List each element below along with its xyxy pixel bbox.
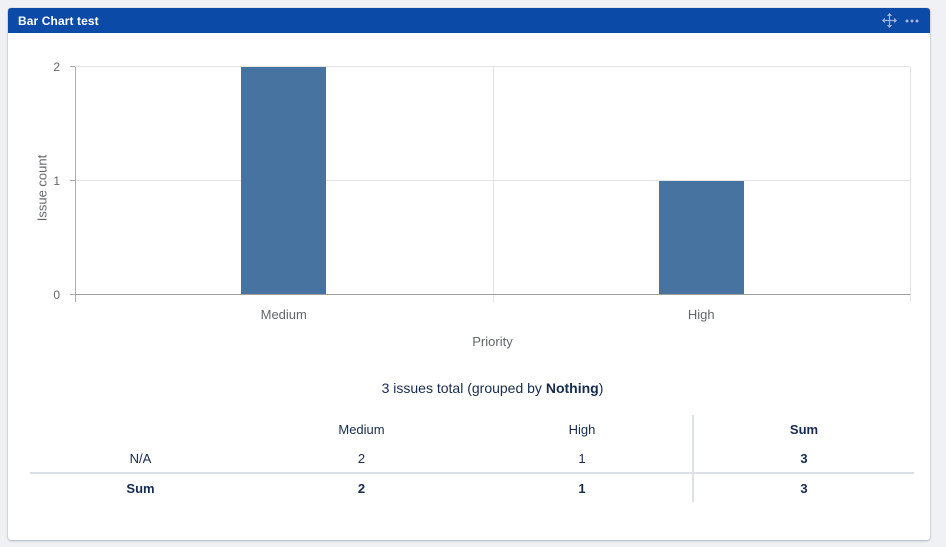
gadget-header: Bar Chart test <box>8 8 930 33</box>
summary-table-body: N/A 2 1 3 Sum 2 1 3 <box>30 444 914 502</box>
y-tick-mark <box>70 66 75 67</box>
y-tick-label: 1 <box>53 174 60 188</box>
y-tick-label: 0 <box>53 288 60 302</box>
plot-area <box>70 66 911 302</box>
table-row-n-a: N/A 2 1 3 <box>30 444 914 473</box>
move-icon[interactable] <box>881 13 897 29</box>
y-tick-labels: 0 1 2 <box>8 61 70 301</box>
bar-chart-gadget: Bar Chart test <box>8 8 930 540</box>
y-tick-mark <box>70 294 75 295</box>
row-label: N/A <box>129 450 152 466</box>
table-cell: 2 <box>357 450 366 466</box>
x-category-label: Medium <box>260 307 307 322</box>
table-cell: 3 <box>692 444 914 473</box>
y-gridline <box>75 66 910 67</box>
summary-group-value: Nothing <box>545 380 599 396</box>
issues-summary: 3 issues total (grouped by Nothing) <box>75 380 910 396</box>
x-gridline <box>910 67 911 302</box>
bar-medium[interactable] <box>241 67 327 295</box>
summary-table: Medium High Sum N/A 2 1 3 Sum 2 1 3 <box>30 415 914 502</box>
ellipsis-icon[interactable] <box>904 13 920 29</box>
table-header-row: Medium High Sum <box>30 415 914 444</box>
summary-table-head: Medium High Sum <box>30 415 914 444</box>
col-header-medium: Medium <box>338 422 385 437</box>
col-header-sum: Sum <box>692 415 914 444</box>
y-tick-mark <box>70 180 75 181</box>
row-label: Sum <box>30 472 251 502</box>
x-category-labels: Medium High <box>75 307 910 323</box>
table-cell: 3 <box>692 472 914 502</box>
summary-suffix: ) <box>598 380 604 396</box>
table-cell: 1 <box>472 472 693 502</box>
x-category-label: High <box>687 307 715 322</box>
col-header-empty <box>30 415 251 444</box>
table-cell: 2 <box>251 472 472 502</box>
gadget-header-actions <box>881 13 920 29</box>
x-axis-title: Priority <box>472 334 513 349</box>
x-gridline <box>492 67 494 302</box>
table-row-sum: Sum 2 1 3 <box>30 472 914 502</box>
x-axis-line <box>75 294 910 295</box>
gadget-title: Bar Chart test <box>18 13 99 28</box>
summary-prefix: 3 issues total (grouped by <box>381 380 546 396</box>
col-header-high: High <box>568 422 596 437</box>
table-cell: 1 <box>578 450 586 466</box>
y-tick-label: 2 <box>53 60 60 74</box>
bar-high[interactable] <box>658 181 744 295</box>
y-axis-line <box>75 67 76 302</box>
